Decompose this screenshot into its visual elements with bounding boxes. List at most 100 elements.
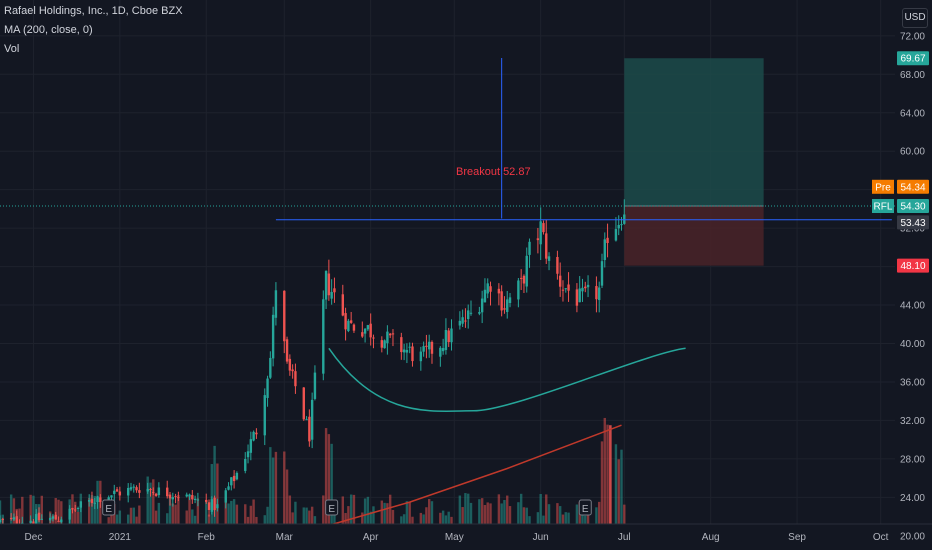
candle-body — [210, 499, 214, 512]
time-axis-tick-label: Dec — [25, 532, 43, 543]
volume-bar — [227, 503, 230, 524]
candle-body — [32, 521, 35, 524]
volume-bar — [54, 498, 57, 524]
volume-bar — [542, 515, 545, 524]
candle-body — [522, 275, 526, 284]
volume-bar — [603, 417, 606, 524]
volume-bar — [558, 506, 562, 524]
candle-body — [54, 514, 57, 520]
candle-body — [422, 346, 425, 352]
volume-bar — [517, 502, 520, 524]
drawings: Breakout 52.87 — [0, 57, 895, 413]
candle-body — [528, 241, 531, 255]
candle-body — [291, 369, 294, 372]
candle-body — [363, 328, 367, 334]
breakout-label: Breakout 52.87 — [456, 166, 531, 178]
volume-bar — [503, 499, 506, 524]
volume-bar — [383, 502, 386, 524]
volume-bar — [606, 424, 609, 524]
volume-bar — [464, 493, 467, 524]
volume-bar — [341, 496, 345, 524]
volume-bar — [388, 494, 392, 524]
volume-bar — [288, 495, 292, 524]
candle-body — [564, 288, 567, 290]
candle-body — [113, 490, 116, 494]
volume-bar — [0, 500, 2, 524]
candle-body — [93, 502, 96, 504]
volume-bar — [285, 469, 289, 524]
time-axis-tick-label: Apr — [363, 532, 379, 543]
candle-body — [369, 323, 372, 338]
candle-body — [352, 324, 356, 331]
candle-body — [230, 477, 233, 486]
volume-bar — [266, 506, 269, 524]
volume-bar — [21, 496, 24, 524]
price-axis-tick-label: 36.00 — [900, 377, 925, 388]
candle-body — [508, 297, 512, 303]
candle-body — [191, 495, 194, 500]
volume-indicator-label[interactable]: Vol — [4, 43, 20, 55]
candle-body — [74, 509, 77, 511]
candle-body — [193, 498, 197, 500]
candle-body — [598, 287, 601, 301]
candle-body — [40, 518, 44, 520]
candle-body — [127, 487, 130, 496]
time-axis-tick-label: 2021 — [109, 532, 132, 543]
volume-bar — [263, 515, 266, 524]
candle-body — [322, 299, 325, 374]
price-badges: 69.67 Pre 54.34 RFL 54.30 53.43 48.10 — [872, 51, 929, 273]
volume-bar — [408, 502, 411, 524]
volume-bar — [525, 507, 528, 524]
candle-body — [430, 341, 434, 354]
volume-bar — [519, 493, 523, 524]
volume-bar — [564, 512, 567, 524]
candle-body — [603, 239, 606, 261]
candle-body — [545, 233, 548, 259]
currency-button[interactable]: USD — [902, 8, 928, 28]
time-axis-tick-label: May — [445, 532, 464, 543]
candle-body — [500, 291, 503, 311]
price-badge-value: 48.10 — [900, 261, 925, 272]
candle-body — [586, 284, 590, 288]
volume-bar — [74, 501, 77, 524]
volume-bar — [249, 505, 253, 524]
candle-body — [283, 290, 286, 342]
volume-bar — [157, 502, 161, 524]
candle-body — [152, 491, 155, 493]
price-axis-tick-label: 20.00 — [900, 531, 925, 542]
volume-bar — [313, 516, 317, 524]
volume-bar — [483, 505, 487, 524]
candle-body — [581, 287, 584, 292]
price-axis-tick-label: 68.00 — [900, 70, 925, 81]
time-axis-tick-label: Aug — [702, 532, 720, 543]
candle-body — [427, 341, 431, 350]
candle-body — [246, 451, 250, 458]
candle-body — [207, 502, 211, 510]
volume-bar — [547, 504, 551, 524]
candle-body — [480, 298, 484, 313]
price-axis-tick-label: 72.00 — [900, 31, 925, 42]
candle-body — [344, 313, 347, 330]
time-axis-tick-label: Feb — [198, 532, 216, 543]
ma-indicator-label[interactable]: MA (200, close, 0) — [4, 24, 93, 36]
price-badge-value: 53.43 — [900, 218, 925, 229]
volume-bar — [324, 428, 328, 524]
candle-body — [467, 310, 470, 320]
time-axis-bg[interactable] — [0, 524, 932, 550]
symbol-title[interactable]: Rafael Holdings, Inc., 1D, Cboe BZX — [4, 5, 183, 17]
candle-body — [330, 291, 333, 299]
candle-body — [302, 387, 305, 420]
volume-bar — [411, 516, 414, 524]
volume-bar — [330, 443, 333, 524]
candle-body — [157, 487, 161, 496]
volume-bar — [12, 498, 16, 524]
candle-body — [506, 299, 509, 312]
candle-body — [536, 238, 540, 241]
volume-bar — [76, 511, 80, 524]
time-axis-tick-label: Jun — [533, 532, 549, 543]
volume-bar — [244, 504, 247, 524]
stop-zone — [624, 206, 764, 266]
